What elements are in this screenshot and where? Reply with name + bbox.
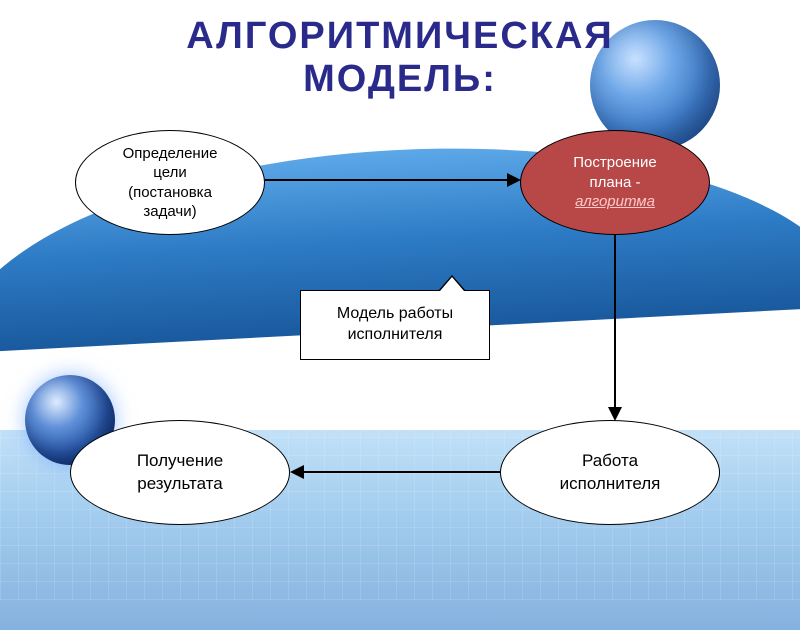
node-work-l2: исполнителя: [560, 473, 661, 495]
node-model-l1: Модель работы: [337, 304, 453, 325]
node-result: Получение результата: [70, 420, 290, 525]
edge-work-result: [302, 471, 500, 473]
node-work-l1: Работа: [560, 450, 661, 472]
node-plan-l2: плана -: [573, 173, 657, 193]
node-plan-l1: Построение: [573, 153, 657, 173]
node-plan-link[interactable]: алгоритма: [575, 193, 655, 210]
node-goal: Определение цели (постановка задачи): [75, 130, 265, 235]
edge-goal-plan: [265, 179, 509, 181]
node-plan: Построение плана - алгоритма: [520, 130, 710, 235]
edge-goal-plan-head: [507, 173, 521, 187]
edge-work-result-head: [290, 465, 304, 479]
node-goal-l2: цели: [123, 163, 218, 183]
node-goal-l1: Определение: [123, 144, 218, 164]
edge-plan-work: [614, 235, 616, 409]
node-result-l2: результата: [137, 473, 223, 495]
node-goal-l3: (постановка: [123, 183, 218, 203]
page-title: АЛГОРИТМИЧЕСКАЯ МОДЕЛЬ:: [0, 15, 800, 101]
node-work: Работа исполнителя: [500, 420, 720, 525]
title-line2: МОДЕЛЬ:: [0, 58, 800, 101]
node-model: Модель работы исполнителя: [300, 290, 490, 360]
title-line1: АЛГОРИТМИЧЕСКАЯ: [0, 15, 800, 58]
node-result-l1: Получение: [137, 450, 223, 472]
callout-notch: [440, 277, 464, 291]
node-goal-l4: задачи): [123, 202, 218, 222]
edge-plan-work-head: [608, 407, 622, 421]
node-model-l2: исполнителя: [337, 325, 453, 346]
